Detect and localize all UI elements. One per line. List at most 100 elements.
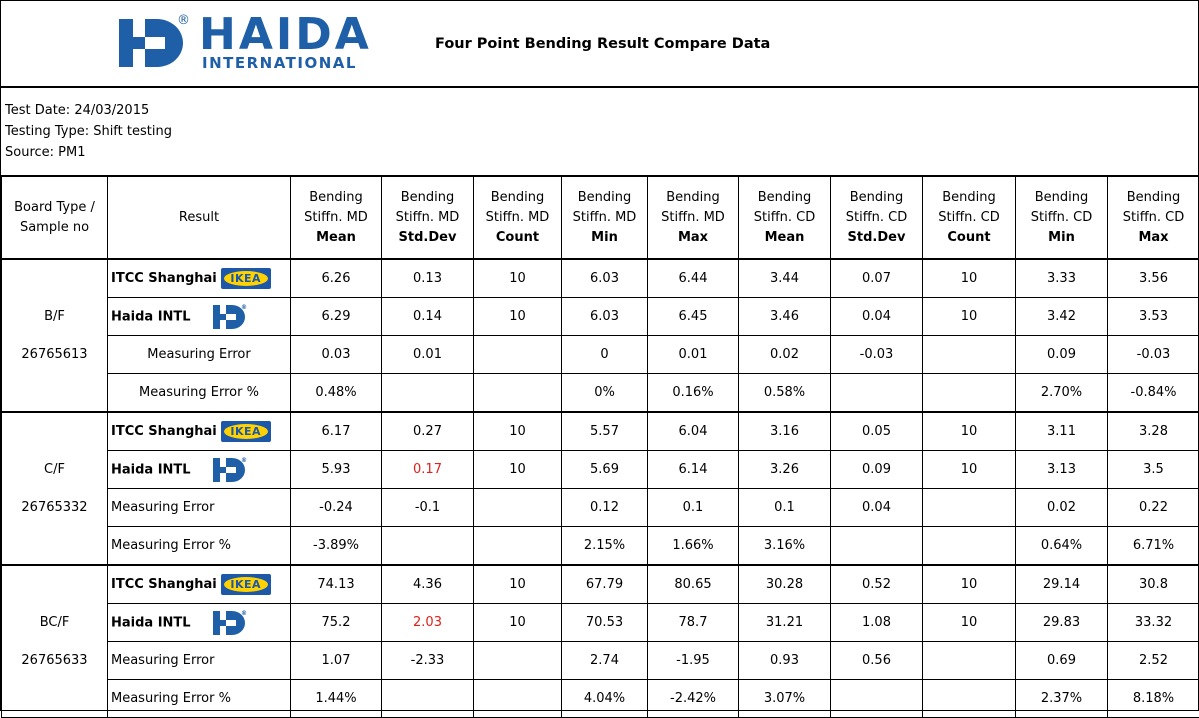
table-cell: 0.05 xyxy=(831,412,923,451)
table-cell: 0.93 xyxy=(739,642,831,680)
table-cell: -0.1 xyxy=(382,489,474,527)
table-cell: 2.74 xyxy=(562,642,648,680)
table-cell: 0.52 xyxy=(831,565,923,604)
table-cell: 3.46 xyxy=(739,298,831,336)
table-cell xyxy=(474,489,562,527)
table-cell xyxy=(382,680,474,718)
table-cell: 10 xyxy=(474,298,562,336)
table-cell: -2.33 xyxy=(382,642,474,680)
table-cell: 3.28 xyxy=(1108,412,1199,451)
row-label-haida: Haida INTL ® xyxy=(108,298,291,336)
registered-mark: ® xyxy=(177,13,190,28)
table-cell: 3.5 xyxy=(1108,451,1199,489)
table-cell xyxy=(474,336,562,374)
table-cell: 30.28 xyxy=(739,565,831,604)
table-cell: 6.03 xyxy=(562,298,648,336)
row-label-error: Measuring Error xyxy=(108,642,291,680)
table-cell: -1.95 xyxy=(648,642,739,680)
table-cell: 10 xyxy=(923,604,1016,642)
table-cell: 10 xyxy=(923,412,1016,451)
table-cell: 10 xyxy=(923,565,1016,604)
table-cell xyxy=(923,527,1016,566)
row-label: ITCC Shanghai xyxy=(111,271,217,286)
table-cell xyxy=(382,374,474,413)
ikea-logo: IKEA xyxy=(221,421,271,442)
table-cell: 3.53 xyxy=(1108,298,1199,336)
table-cell: 10 xyxy=(474,412,562,451)
row-label: ITCC Shanghai xyxy=(111,577,217,592)
table-cell: 33.32 xyxy=(1108,604,1199,642)
table-cell xyxy=(474,680,562,718)
svg-text:®: ® xyxy=(241,610,247,617)
table-cell: 10 xyxy=(474,565,562,604)
row-label: Measuring Error xyxy=(111,500,214,515)
row-label: Haida INTL xyxy=(111,615,191,630)
table-cell: 1.44% xyxy=(291,680,382,718)
table-row: Measuring Error %1.44%4.04%-2.42%3.07%2.… xyxy=(2,680,1199,718)
table-cell: 0.27 xyxy=(382,412,474,451)
table-cell: 31.21 xyxy=(739,604,831,642)
row-label-error: Measuring Error xyxy=(108,489,291,527)
table-cell: 2.37% xyxy=(1016,680,1108,718)
board-type: C/F xyxy=(2,460,107,480)
table-cell: 0.48% xyxy=(291,374,382,413)
table-cell: 0 xyxy=(562,336,648,374)
table-cell: 3.26 xyxy=(739,451,831,489)
table-cell: 6.03 xyxy=(562,259,648,298)
row-label: Measuring Error xyxy=(147,347,250,362)
table-cell: 10 xyxy=(923,259,1016,298)
table-cell: 29.14 xyxy=(1016,565,1108,604)
table-cell: 2.70% xyxy=(1016,374,1108,413)
row-label: Measuring Error % xyxy=(139,385,259,400)
table-cell: 0.14 xyxy=(382,298,474,336)
table-cell: 5.57 xyxy=(562,412,648,451)
table-cell: 0.04 xyxy=(831,298,923,336)
svg-text:®: ® xyxy=(241,304,247,311)
row-label: Haida INTL xyxy=(111,309,191,324)
table-cell: 0.1 xyxy=(648,489,739,527)
sample-no: 26765332 xyxy=(2,498,107,518)
table-cell: -0.03 xyxy=(1108,336,1199,374)
table-cell xyxy=(923,489,1016,527)
table-cell: 1.66% xyxy=(648,527,739,566)
sample-no: 26765613 xyxy=(2,345,107,365)
ikea-logo: IKEA xyxy=(221,268,271,289)
table-cell: 3.16% xyxy=(739,527,831,566)
haida-mark-icon: ® xyxy=(209,609,249,637)
table-cell: 75.2 xyxy=(291,604,382,642)
row-label: ITCC Shanghai xyxy=(111,424,217,439)
table-cell: 80.65 xyxy=(648,565,739,604)
brand-subtitle: INTERNATIONAL xyxy=(202,55,357,71)
table-cell: 8.18% xyxy=(1108,680,1199,718)
svg-text:®: ® xyxy=(241,457,247,464)
table-cell: 0.03 xyxy=(291,336,382,374)
table-cell: 6.26 xyxy=(291,259,382,298)
table-cell xyxy=(923,642,1016,680)
table-cell: 70.53 xyxy=(562,604,648,642)
table-cell: 29.83 xyxy=(1016,604,1108,642)
table-row: Measuring Error %-3.89%2.15%1.66%3.16%0.… xyxy=(2,527,1199,566)
table-cell: 6.04 xyxy=(648,412,739,451)
table-cell: 6.17 xyxy=(291,412,382,451)
table-cell xyxy=(831,680,923,718)
table-cell xyxy=(923,374,1016,413)
header-board-type: Board Type / Sample no xyxy=(2,176,108,259)
test-date: Test Date: 24/03/2015 xyxy=(5,100,172,121)
table-cell: 0.58% xyxy=(739,374,831,413)
table-cell: 2.15% xyxy=(562,527,648,566)
table-cell xyxy=(831,527,923,566)
table-cell: 0.02 xyxy=(739,336,831,374)
table-cell: 3.42 xyxy=(1016,298,1108,336)
